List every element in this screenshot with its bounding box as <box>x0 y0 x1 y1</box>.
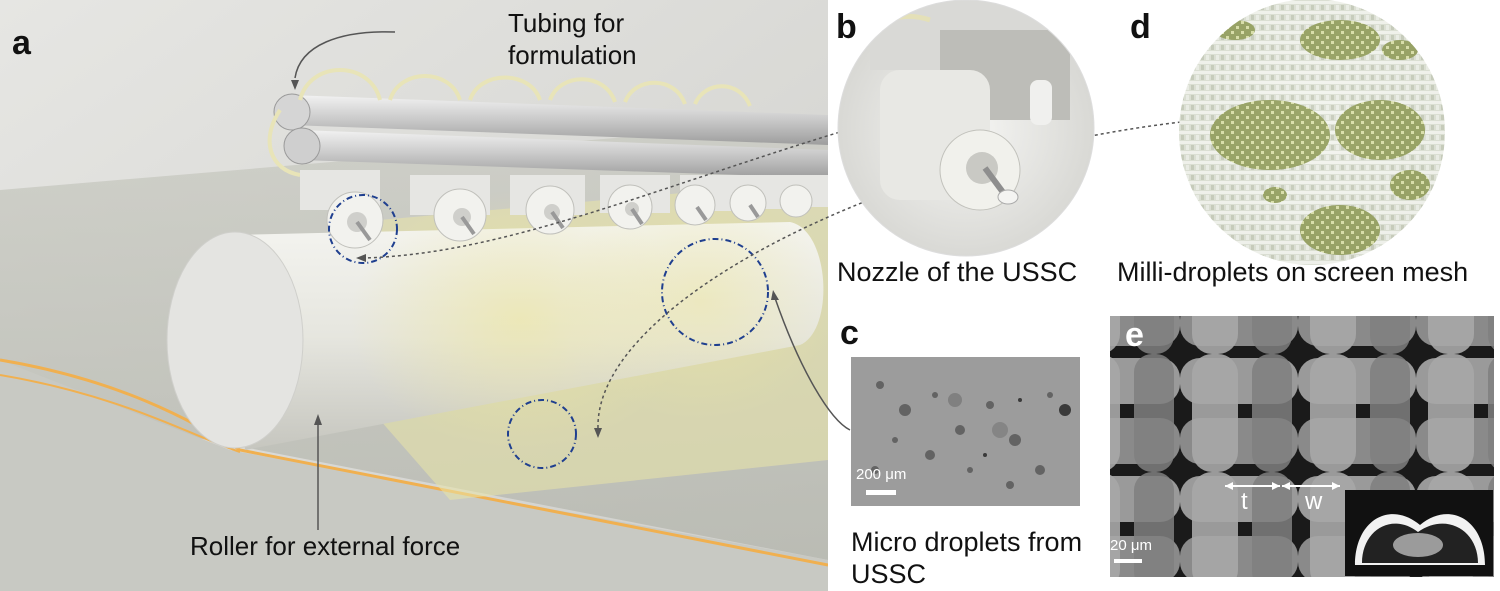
panel-d-caption: Milli-droplets on screen mesh <box>1117 257 1469 287</box>
panel-letter-e: e <box>1125 316 1144 354</box>
tubing-label-line2: formulation <box>508 40 637 70</box>
panel-a-illustration <box>0 0 828 591</box>
panel-b-caption: Nozzle of the USSC <box>837 257 1078 287</box>
panel-letter-d: d <box>1130 8 1151 46</box>
connector-to-c <box>774 297 851 431</box>
panel-c-caption-line1: Micro droplets from <box>851 527 1083 557</box>
nozzle-array <box>300 170 828 249</box>
panel-e-sem-image <box>1110 316 1494 577</box>
tubing-pointer <box>294 31 396 79</box>
panel-c-micrograph <box>851 357 1080 506</box>
panel-c-caption-line2: USSC <box>851 559 927 589</box>
droplet-highlight-circle <box>507 399 577 469</box>
roller-label: Roller for external force <box>190 531 461 561</box>
label-w: w <box>1305 488 1323 515</box>
label-t: t <box>1241 488 1248 515</box>
panel-c-scale-label: 200 μm <box>856 466 907 483</box>
panel-letter-c: c <box>840 314 859 352</box>
spray-highlight-circle <box>661 238 769 346</box>
tubing-label-line1: Tubing for <box>508 8 625 38</box>
panel-b-nozzle-image <box>838 0 1094 256</box>
nozzle-highlight-circle <box>328 194 398 264</box>
panel-e-scale-label: 20 μm <box>1110 537 1152 554</box>
panel-letter-b: b <box>836 8 857 46</box>
panel-letter-a: a <box>12 24 31 62</box>
panel-d-mesh-image <box>1179 0 1445 265</box>
connector-to-b <box>361 131 841 259</box>
